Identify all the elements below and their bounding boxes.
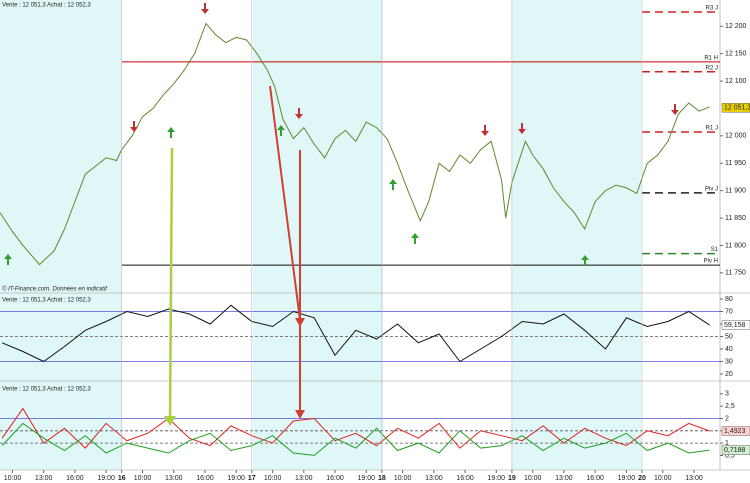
x-tick-label: 16:00 [326, 475, 344, 482]
annotations [164, 85, 305, 426]
y-tick-label: 12 200 [725, 23, 747, 30]
panel-footer: © IT-Finance.com. Données en indicatif [2, 286, 108, 293]
x-tick-label: 13:00 [35, 475, 53, 482]
level-label: Piv J [705, 186, 718, 192]
value-box [721, 103, 750, 113]
panel-header: Vente : 12 051,3 Achat : 12 052,3 [2, 298, 91, 304]
y-tick-label: 20 [725, 371, 733, 378]
sell-arrow [518, 123, 526, 134]
series-line [1, 407, 710, 449]
level-label: R2 J [706, 65, 718, 71]
series-line [1, 422, 710, 456]
x-tick-label: 13:00 [555, 475, 573, 482]
annotation-head [164, 416, 176, 426]
sell-arrow [295, 108, 303, 119]
sell-arrow [671, 104, 679, 115]
x-tick-label: 19:00 [488, 475, 506, 482]
x-tick-label: 13:00 [165, 475, 183, 482]
band [512, 0, 641, 470]
x-tick-label: 16:00 [196, 475, 214, 482]
buy-arrow [581, 255, 589, 266]
panel-header: Vente : 12 051,3 Achat : 12 052,3 [2, 3, 91, 9]
buy-arrow [277, 125, 285, 136]
series-line [1, 304, 710, 363]
y-tick-label: 2 [725, 415, 729, 422]
x-tick-label: 18 [378, 475, 386, 482]
y-tick-label: 30 [725, 358, 733, 365]
x-tick-label: 10:00 [524, 475, 542, 482]
annotation-line [269, 85, 301, 321]
x-tick-label: 16:00 [456, 475, 474, 482]
value-box [721, 426, 750, 436]
x-tick-label: 10:00 [264, 475, 282, 482]
annotation-line [168, 147, 174, 421]
x-tick-label: 13:00 [425, 475, 443, 482]
y-tick-label: 70 [725, 308, 733, 315]
y-tick-label: 80 [725, 296, 733, 303]
x-tick-label: 17 [248, 475, 256, 482]
panel-borders [0, 0, 750, 471]
value-box-label: 1,4923 [724, 428, 746, 435]
y-tick-label: 11 850 [725, 215, 746, 222]
buy-arrow [411, 233, 419, 244]
value-box-label: 0,7188 [724, 447, 746, 454]
y-tick-label: 40 [725, 346, 733, 353]
band [0, 0, 122, 470]
sell-arrow [201, 3, 209, 14]
annotation-head [295, 410, 305, 419]
level-label: S1 [711, 247, 719, 253]
y-tick-label: 3 [725, 391, 729, 398]
x-tick-label: 10:00 [134, 475, 152, 482]
y-tick-label: 1 [725, 440, 729, 447]
x-tick-label: 16:00 [586, 475, 604, 482]
x-tick-label: 20 [638, 475, 646, 482]
sell-arrow [481, 125, 489, 136]
x-tick-label: 10:00 [654, 475, 672, 482]
y-tick-label: 11 800 [725, 242, 746, 249]
buy-arrow [167, 127, 175, 138]
y-tick-label: 0,5 [725, 452, 735, 459]
day-bands [0, 0, 641, 470]
value-box-label: 59,158 [724, 322, 746, 329]
x-tick-label: 19:00 [357, 475, 375, 482]
y-tick-label: 11 950 [725, 160, 746, 167]
value-box [721, 445, 750, 455]
x-tick-label: 16:00 [66, 475, 84, 482]
y-tick-label: 50 [725, 333, 733, 340]
series-line [0, 22, 710, 266]
value-box [721, 320, 750, 330]
x-tick-label: 19 [508, 475, 516, 482]
x-tick-label: 19:00 [97, 475, 115, 482]
band [253, 0, 383, 470]
signals [4, 3, 679, 266]
buy-arrow [389, 179, 397, 190]
x-tick-label: 10:00 [4, 475, 22, 482]
y-tick-label: 11 900 [725, 187, 746, 194]
level-label: Piv H [704, 259, 718, 265]
level-label: R3 J [706, 6, 718, 12]
y-tick-label: 2,5 [725, 403, 735, 410]
x-tick-label: 13:00 [685, 475, 703, 482]
y-tick-label: 11 750 [725, 270, 746, 277]
x-tick-label: 10:00 [394, 475, 412, 482]
level-label: R1 H [704, 55, 718, 61]
y-tick-label: 12 150 [725, 51, 747, 58]
y-tick-label: 12 100 [725, 78, 747, 85]
sell-arrow [130, 121, 138, 132]
value-box-label: 12 051,3 [724, 105, 750, 112]
x-tick-label: 16 [118, 475, 126, 482]
x-tick-label: 19:00 [618, 475, 636, 482]
level-label: R1 J [706, 126, 718, 132]
x-tick-label: 19:00 [227, 475, 245, 482]
panel-header: Vente : 12 051,3 Achat : 12 052,3 [2, 387, 91, 393]
y-tick-label: 12 000 [725, 133, 747, 140]
x-tick-label: 13:00 [295, 475, 313, 482]
buy-arrow [4, 254, 12, 265]
